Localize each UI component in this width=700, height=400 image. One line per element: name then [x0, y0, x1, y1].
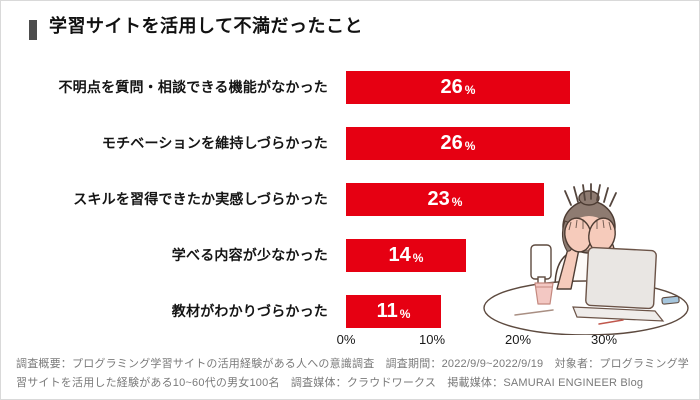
bar-value: 26	[440, 76, 463, 98]
bar: 23%	[346, 182, 544, 216]
chart-row: 学べる内容が少なかった 14%	[1, 227, 699, 283]
chart-title: 学習サイトを活用して不満だったこと	[49, 16, 363, 36]
hands-covering-face	[564, 217, 616, 253]
chart-row: 教材がわかりづらかった 11%	[1, 283, 699, 339]
title-marker-bar	[29, 20, 37, 40]
bar: 11%	[346, 294, 441, 328]
chart-row: モチベーションを維持しづらかった 26%	[1, 115, 699, 171]
bar-chart: 不明点を質問・相談できる機能がなかった 26% モチベーションを維持しづらかった 26…	[1, 59, 699, 339]
bar-value-suffix: %	[412, 250, 424, 265]
bar: 26%	[346, 70, 570, 104]
bar-value: 23	[427, 188, 450, 210]
bar-value: 11	[376, 300, 398, 322]
bar: 14%	[346, 238, 466, 272]
bar-value-suffix: %	[464, 82, 476, 97]
laptop-icon	[572, 246, 665, 322]
frustrated-person-illustration	[483, 183, 689, 335]
category-label: 教材がわかりづらかった	[171, 303, 328, 319]
category-label: スキルを習得できたか実感しづらかった	[73, 191, 328, 207]
bar-value-suffix: %	[399, 306, 411, 321]
bar: 26%	[346, 126, 570, 160]
category-label: 不明点を質問・相談できる機能がなかった	[58, 79, 328, 95]
pen-icon	[514, 309, 624, 325]
bar-value: 14	[388, 244, 411, 266]
chart-row: 不明点を質問・相談できる機能がなかった 26%	[1, 59, 699, 115]
phone-icon	[661, 295, 680, 305]
category-label: モチベーションを維持しづらかった	[101, 135, 328, 151]
hair-bun	[578, 190, 600, 206]
stress-lines-icon	[564, 183, 617, 207]
cup-icon	[534, 282, 554, 305]
category-label: 学べる内容が少なかった	[171, 247, 328, 263]
survey-note: 調査概要：プログラミング学習サイトの活用経験がある人への意識調査 調査期間：20…	[16, 358, 689, 389]
bar-value-suffix: %	[451, 194, 463, 209]
chart-row: スキルを習得できたか実感しづらかった 23%	[1, 171, 699, 227]
bar-value-suffix: %	[464, 138, 476, 153]
bar-value: 26	[440, 132, 463, 154]
